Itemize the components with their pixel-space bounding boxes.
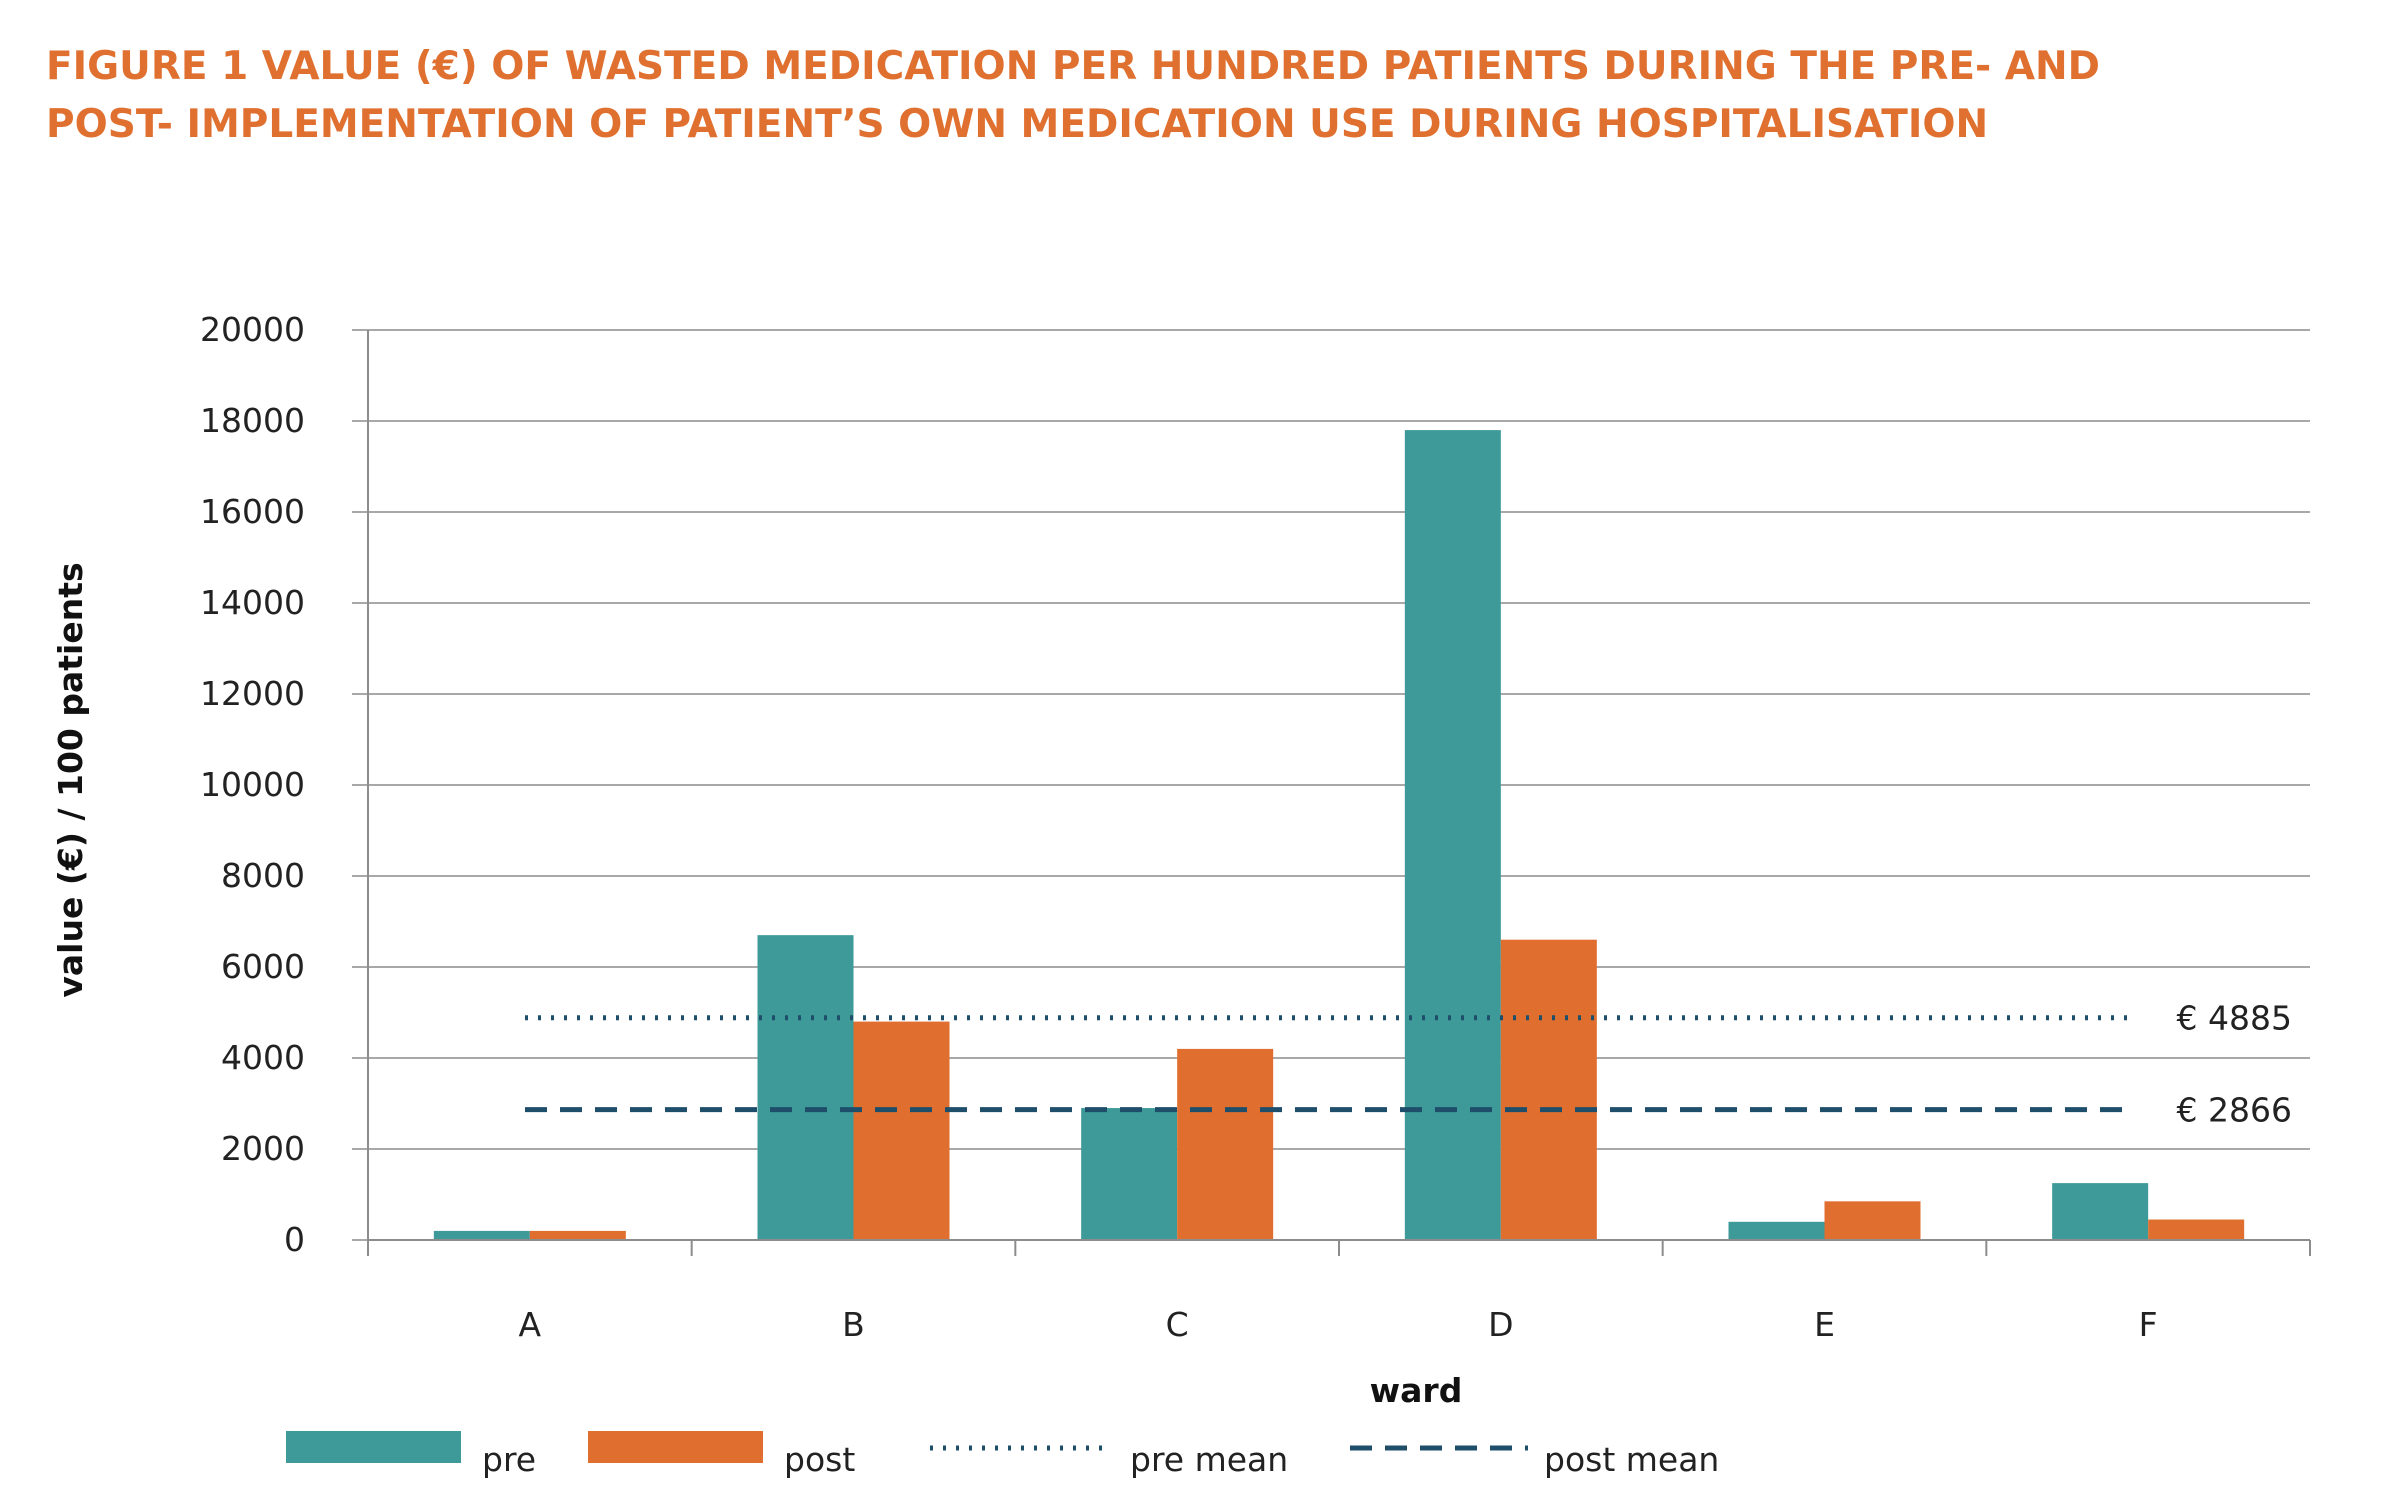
- bar-pre-e: [1728, 1221, 1825, 1240]
- bar-post-e: [1824, 1201, 1921, 1240]
- bar-pre-b: [757, 935, 854, 1240]
- chart-title-line-1: FIGURE 1 VALUE (€) OF WASTED MEDICATION …: [46, 44, 2101, 89]
- y-tick-label: 0: [284, 1220, 305, 1259]
- x-axis: A B C D E F: [367, 1239, 2311, 1344]
- bar-pre-f: [2052, 1183, 2149, 1240]
- post-mean-label: € 2866: [2177, 1091, 2292, 1130]
- reference-lines: € 4885 € 2866: [525, 999, 2292, 1130]
- bar-post-a: [529, 1230, 626, 1240]
- y-tick-label: 12000: [200, 674, 305, 713]
- legend: pre post pre mean post mean: [286, 1431, 1719, 1479]
- y-tick-label: 14000: [200, 583, 305, 622]
- y-tick-label: 4000: [221, 1038, 305, 1077]
- bar-pre-a: [433, 1230, 530, 1240]
- legend-label-post-mean: post mean: [1544, 1440, 1719, 1479]
- y-tick-label: 2000: [221, 1129, 305, 1168]
- y-tick-label: 18000: [200, 401, 305, 440]
- legend-label-pre: pre: [482, 1440, 536, 1479]
- bar-post-f: [2148, 1219, 2245, 1240]
- legend-label-post: post: [784, 1440, 855, 1479]
- bar-post-c: [1177, 1048, 1274, 1240]
- legend-swatch-post: [588, 1431, 763, 1463]
- y-axis-ticks: 0 2000 4000 6000 8000 10000 12000 14000 16000 180…: [200, 310, 305, 1259]
- legend-label-pre-mean: pre mean: [1130, 1440, 1288, 1479]
- y-tick-label: 16000: [200, 492, 305, 531]
- legend-swatch-pre: [286, 1431, 461, 1463]
- y-axis-label: value (€) / 100 patients: [51, 562, 90, 997]
- chart-title-line-2: POST- IMPLEMENTATION OF PATIENT’S OWN ME…: [46, 102, 1989, 147]
- bar-pre-d: [1404, 430, 1501, 1241]
- y-tick-label: 20000: [200, 310, 305, 349]
- x-axis-label: ward: [1370, 1371, 1463, 1410]
- x-tick-label: B: [842, 1305, 865, 1344]
- bars: [433, 430, 2245, 1241]
- y-tick-label: 6000: [221, 947, 305, 986]
- pre-mean-label: € 4885: [2177, 999, 2292, 1038]
- gridlines: [352, 329, 2310, 1256]
- x-tick-label: C: [1166, 1305, 1189, 1344]
- x-tick-label: A: [519, 1305, 542, 1344]
- chart-title: FIGURE 1 VALUE (€) OF WASTED MEDICATION …: [46, 38, 2346, 154]
- bar-post-d: [1500, 939, 1597, 1240]
- bar-pre-c: [1081, 1108, 1178, 1240]
- x-tick-label: F: [2139, 1305, 2158, 1344]
- bar-post-b: [853, 1021, 950, 1240]
- y-tick-label: 10000: [200, 765, 305, 804]
- x-tick-label: D: [1488, 1305, 1513, 1344]
- x-tick-label: E: [1814, 1305, 1835, 1344]
- y-tick-label: 8000: [221, 856, 305, 895]
